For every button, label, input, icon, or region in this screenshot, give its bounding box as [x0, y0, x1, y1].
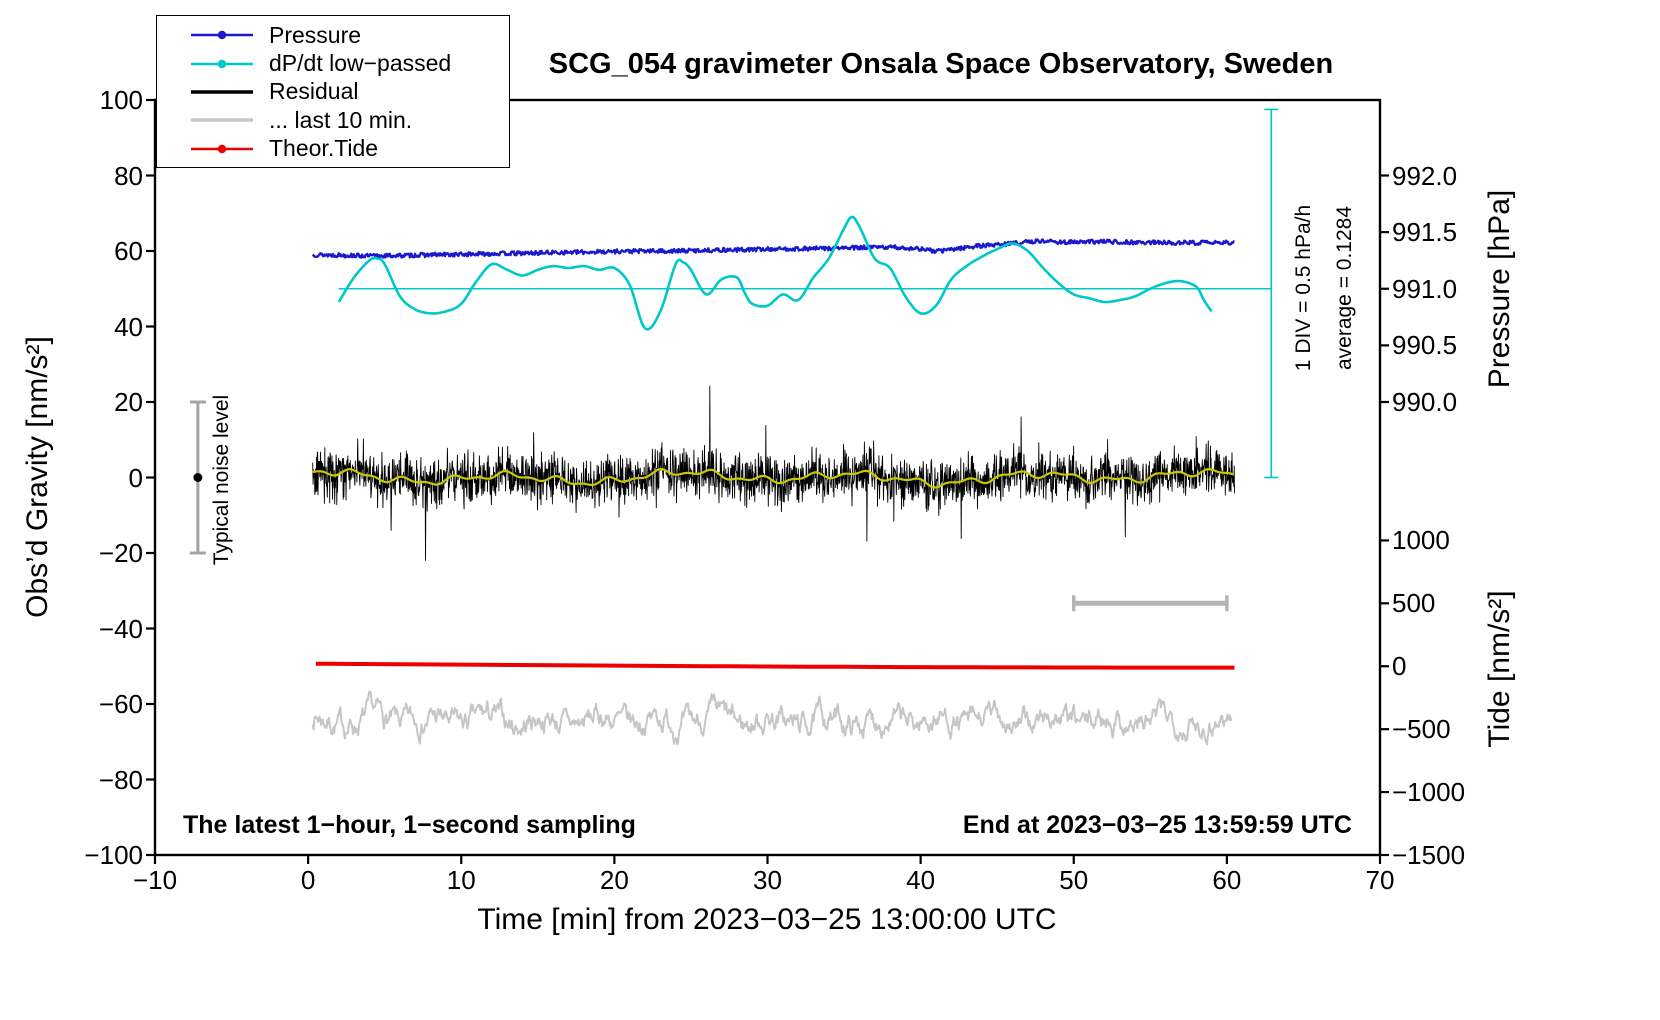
residual-lowpass-series — [312, 468, 1235, 489]
theor-tide-series — [315, 661, 1235, 670]
legend: Pressure dP/dt low−passed Residual ... l… — [156, 15, 510, 168]
tide-marker-icon — [191, 144, 253, 153]
legend-item-pressure: Pressure — [157, 21, 509, 49]
legend-item-last10: ... last 10 min. — [157, 106, 509, 134]
residual-marker-icon — [191, 90, 253, 94]
legend-item-label: Pressure — [269, 21, 362, 48]
legend-item-label: dP/dt low−passed — [269, 50, 452, 77]
legend-item-label: ... last 10 min. — [269, 106, 413, 133]
noise-level-dot — [193, 473, 203, 482]
series-layer — [311, 215, 1272, 746]
dpdt-marker-icon — [191, 59, 253, 68]
dpdt-series — [337, 215, 1213, 331]
last10-marker-icon — [191, 118, 253, 123]
plot-frame — [153, 98, 1382, 857]
pressure-marker-icon — [191, 30, 253, 40]
last-10-min-series — [311, 690, 1233, 746]
legend-item-tide: Theor.Tide — [157, 135, 509, 163]
axes-layer — [146, 98, 1389, 864]
legend-item-label: Theor.Tide — [269, 135, 379, 162]
pressure-series — [311, 238, 1235, 259]
legend-item-dpdt: dP/dt low−passed — [157, 49, 509, 77]
legend-item-label: Residual — [269, 78, 359, 105]
residual-series — [312, 385, 1235, 561]
legend-item-residual: Residual — [157, 78, 509, 106]
